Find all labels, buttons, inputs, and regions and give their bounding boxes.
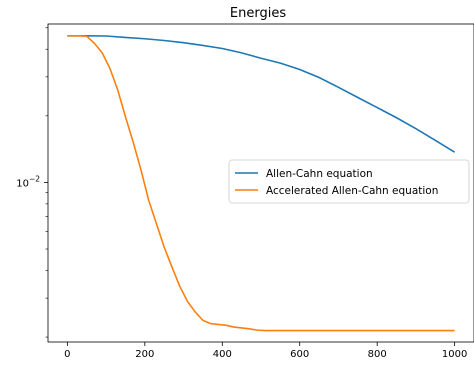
legend: Allen-Cahn equation Accelerated Allen-Ca… [228, 159, 470, 204]
x-tick-label: 400 [213, 349, 232, 360]
plot-layer [67, 34, 456, 332]
plot-area-frame [47, 23, 474, 343]
y-tick-label: 10−2 [16, 174, 40, 189]
x-tick-label: 200 [135, 349, 154, 360]
x-axis: 0 200 400 600 800 1000 [64, 342, 467, 360]
chart-title: Energies [230, 6, 286, 21]
x-tick-label: 800 [368, 349, 387, 360]
legend-label-accelerated: Accelerated Allen-Cahn equation [266, 185, 438, 197]
x-tick-label: 1000 [442, 349, 467, 360]
legend-label-allen-cahn: Allen-Cahn equation [266, 168, 373, 180]
legend-box [228, 159, 470, 204]
x-tick-label: 600 [290, 349, 309, 360]
series-line-allen-cahn [67, 34, 456, 153]
series-line-accelerated [67, 34, 455, 332]
y-axis: 10−2 [16, 27, 48, 338]
x-tick-label: 0 [64, 349, 70, 360]
